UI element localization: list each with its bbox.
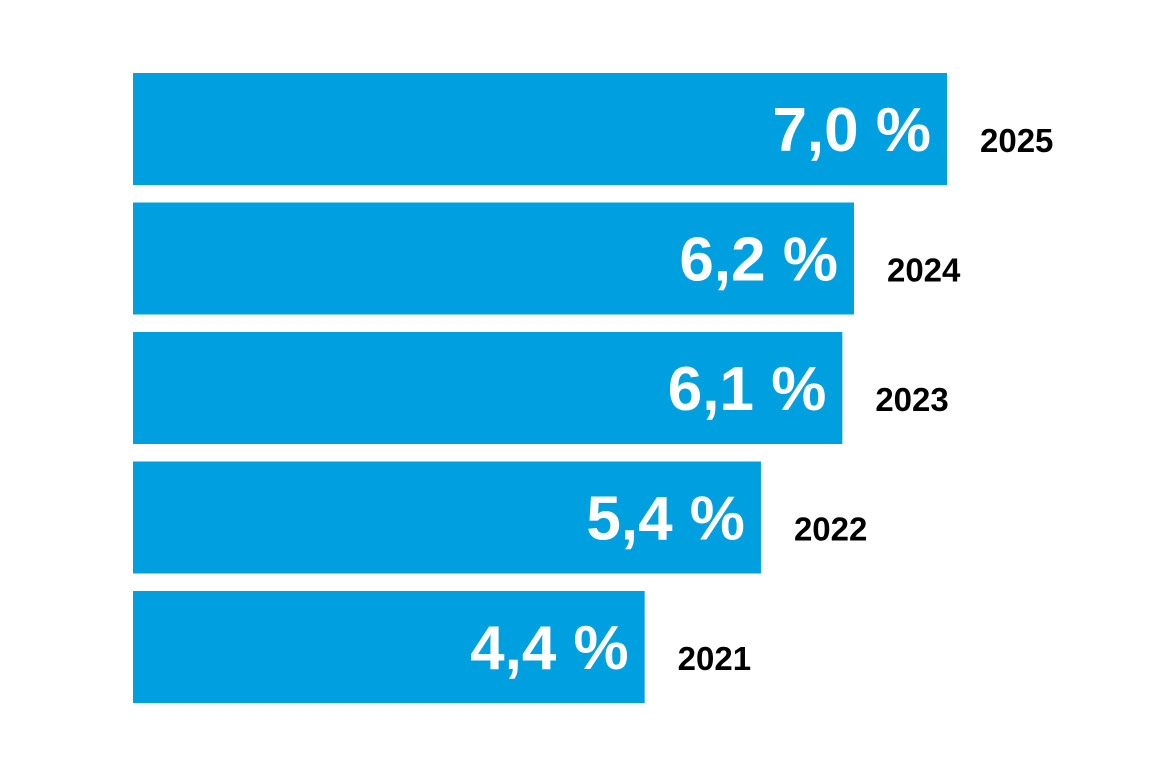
bar-2023 [133,332,843,444]
value-label-2025: 7,0 % [772,96,931,165]
bar-2024 [133,202,854,315]
category-label-2024: 2024 [887,252,961,289]
value-label-2021: 4,4 % [470,614,629,683]
category-label-2023: 2023 [875,381,948,418]
category-label-2025: 2025 [980,122,1053,159]
bar-2025 [133,73,947,185]
value-label-2024: 6,2 % [679,226,838,295]
value-label-2022: 5,4 % [586,485,745,554]
value-label-2023: 6,1 % [668,355,827,424]
bars-group: 7,0 % 2025 6,2 % 2024 6,1 % 2023 5,4 % 2022 4,4 … [133,73,1053,703]
category-label-2021: 2021 [678,640,751,677]
category-label-2022: 2022 [794,511,867,548]
bar-2022 [133,461,761,574]
bar-2021 [133,591,645,703]
